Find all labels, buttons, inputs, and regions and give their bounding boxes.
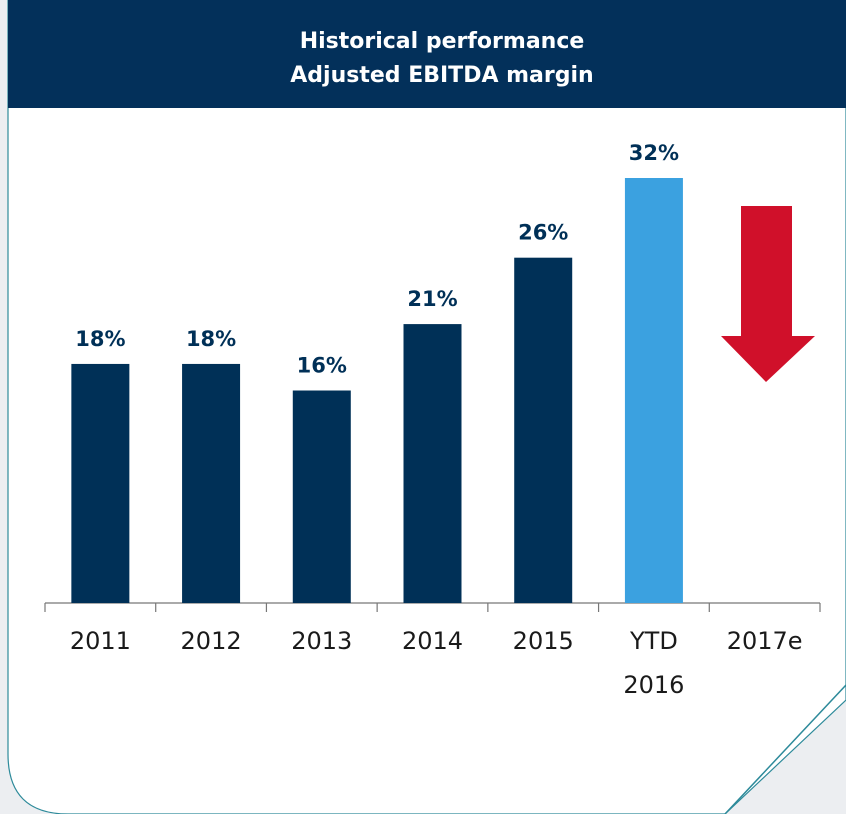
chart-subtitle: Adjusted EBITDA margin (290, 63, 593, 88)
data-label: 18% (75, 327, 125, 351)
x-tick-label: 2012 (181, 627, 242, 655)
x-tick-label: 2011 (70, 627, 131, 655)
bar (71, 363, 130, 603)
bar (292, 390, 351, 603)
bar (403, 324, 462, 603)
x-tick-label: 2017e (727, 627, 803, 655)
corner-line (724, 684, 846, 814)
x-tick-label: 2014 (402, 627, 463, 655)
chart-title: Historical performance (300, 29, 585, 54)
title-band (8, 0, 846, 108)
x-tick-label: 2015 (513, 627, 574, 655)
down-arrow (721, 206, 815, 382)
bar (182, 363, 241, 603)
bar (514, 257, 573, 603)
data-label: 16% (297, 354, 347, 378)
data-label: 32% (629, 141, 679, 165)
bar (624, 178, 683, 603)
data-label: 26% (518, 221, 568, 245)
data-label: 21% (407, 287, 457, 311)
x-tick-label: 2013 (291, 627, 352, 655)
data-label: 18% (186, 327, 236, 351)
x-tick-label: YTD 2016 (623, 627, 684, 699)
